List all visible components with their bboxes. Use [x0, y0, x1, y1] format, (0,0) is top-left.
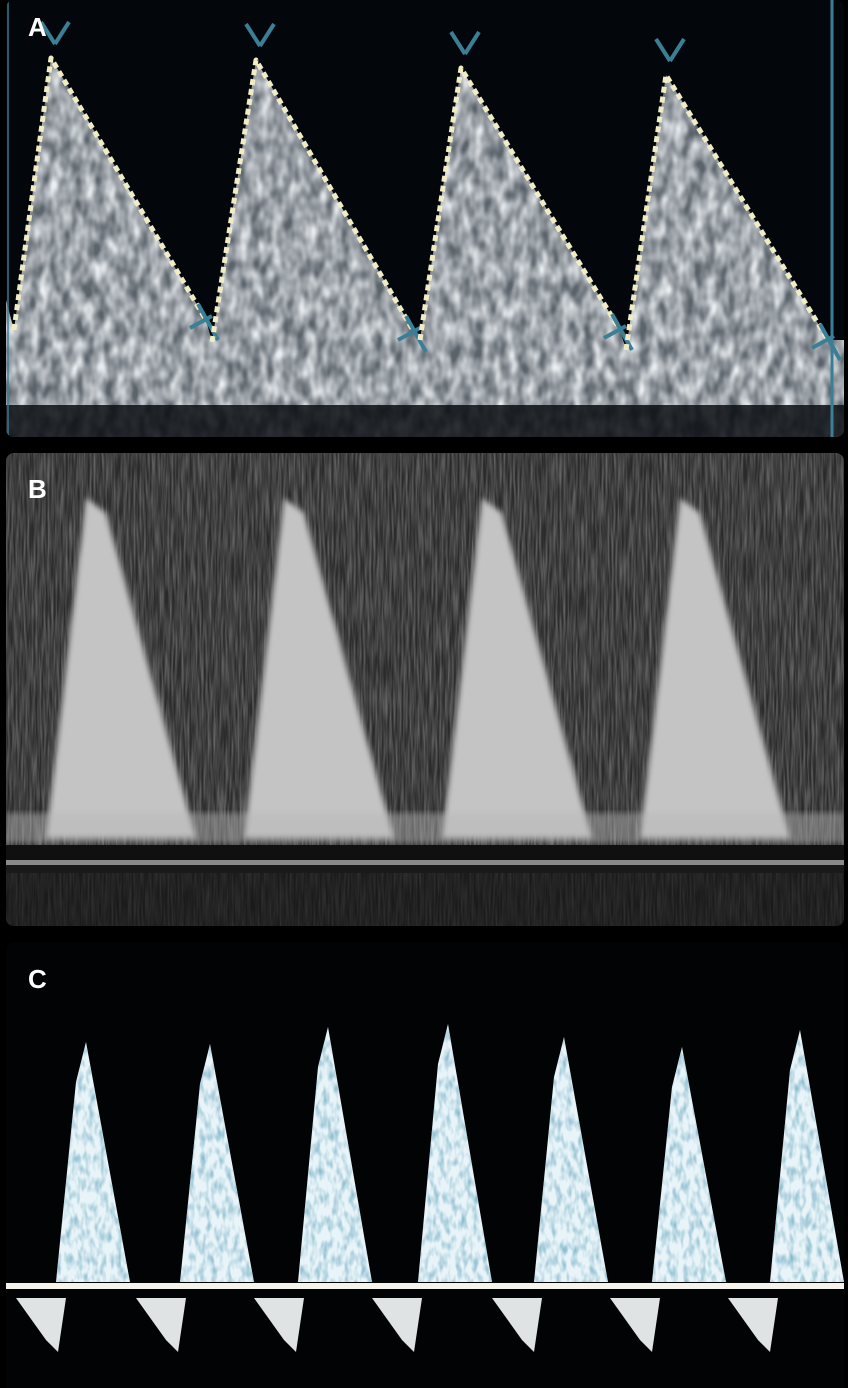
panel-a-end-marker-4	[811, 323, 842, 361]
panel-b-waveform-3	[442, 498, 592, 838]
panel-b-waveform-1	[46, 498, 196, 838]
panel-a-label: A	[28, 12, 47, 42]
panel-c-label: C	[28, 964, 47, 994]
panel-c-background	[6, 942, 844, 1388]
panel-c-lower-lobe-7	[728, 1298, 778, 1352]
panel-c: C	[6, 942, 844, 1388]
panel-b-baseline	[6, 860, 844, 865]
panel-c-spectrogram	[6, 942, 844, 1388]
panel-c-lower-lobe-3	[254, 1298, 304, 1352]
panel-c-lower-lobe-6	[610, 1298, 660, 1352]
panel-a-end-marker-3	[603, 313, 634, 351]
panel-b-lower-noise	[6, 873, 844, 926]
panel-a-trace-1	[11, 55, 209, 331]
panel-a-trace-3	[417, 65, 623, 341]
panel-a-end-marker-2	[397, 315, 428, 353]
panel-b-waveform-4	[640, 498, 790, 838]
panel-b-spectrogram	[6, 453, 844, 926]
panel-c-baseline	[6, 1283, 844, 1289]
panel-c-lower-lobe-1	[16, 1298, 66, 1352]
panel-a-peak-marker-4	[654, 37, 686, 63]
panel-a-trace-2	[209, 57, 417, 343]
panel-b-label: B	[28, 474, 47, 504]
panel-a-peak-marker-3	[449, 30, 481, 56]
panel-c-lower-lobe-2	[136, 1298, 186, 1352]
panel-a: A	[6, 0, 844, 437]
panel-c-lower-lobe-4	[372, 1298, 422, 1352]
panel-a-peak-marker-1	[39, 20, 71, 46]
panel-a-spectrogram	[6, 0, 844, 437]
panel-b: B	[6, 453, 844, 926]
panel-a-trace-4	[623, 72, 831, 351]
panel-c-lower-lobe-5	[492, 1298, 542, 1352]
panel-a-end-marker-1	[189, 303, 220, 341]
panel-b-gap	[6, 845, 844, 863]
panel-a-peak-marker-2	[244, 22, 276, 48]
panel-b-waveform-2	[244, 498, 394, 838]
panel-b-floor	[6, 813, 844, 843]
